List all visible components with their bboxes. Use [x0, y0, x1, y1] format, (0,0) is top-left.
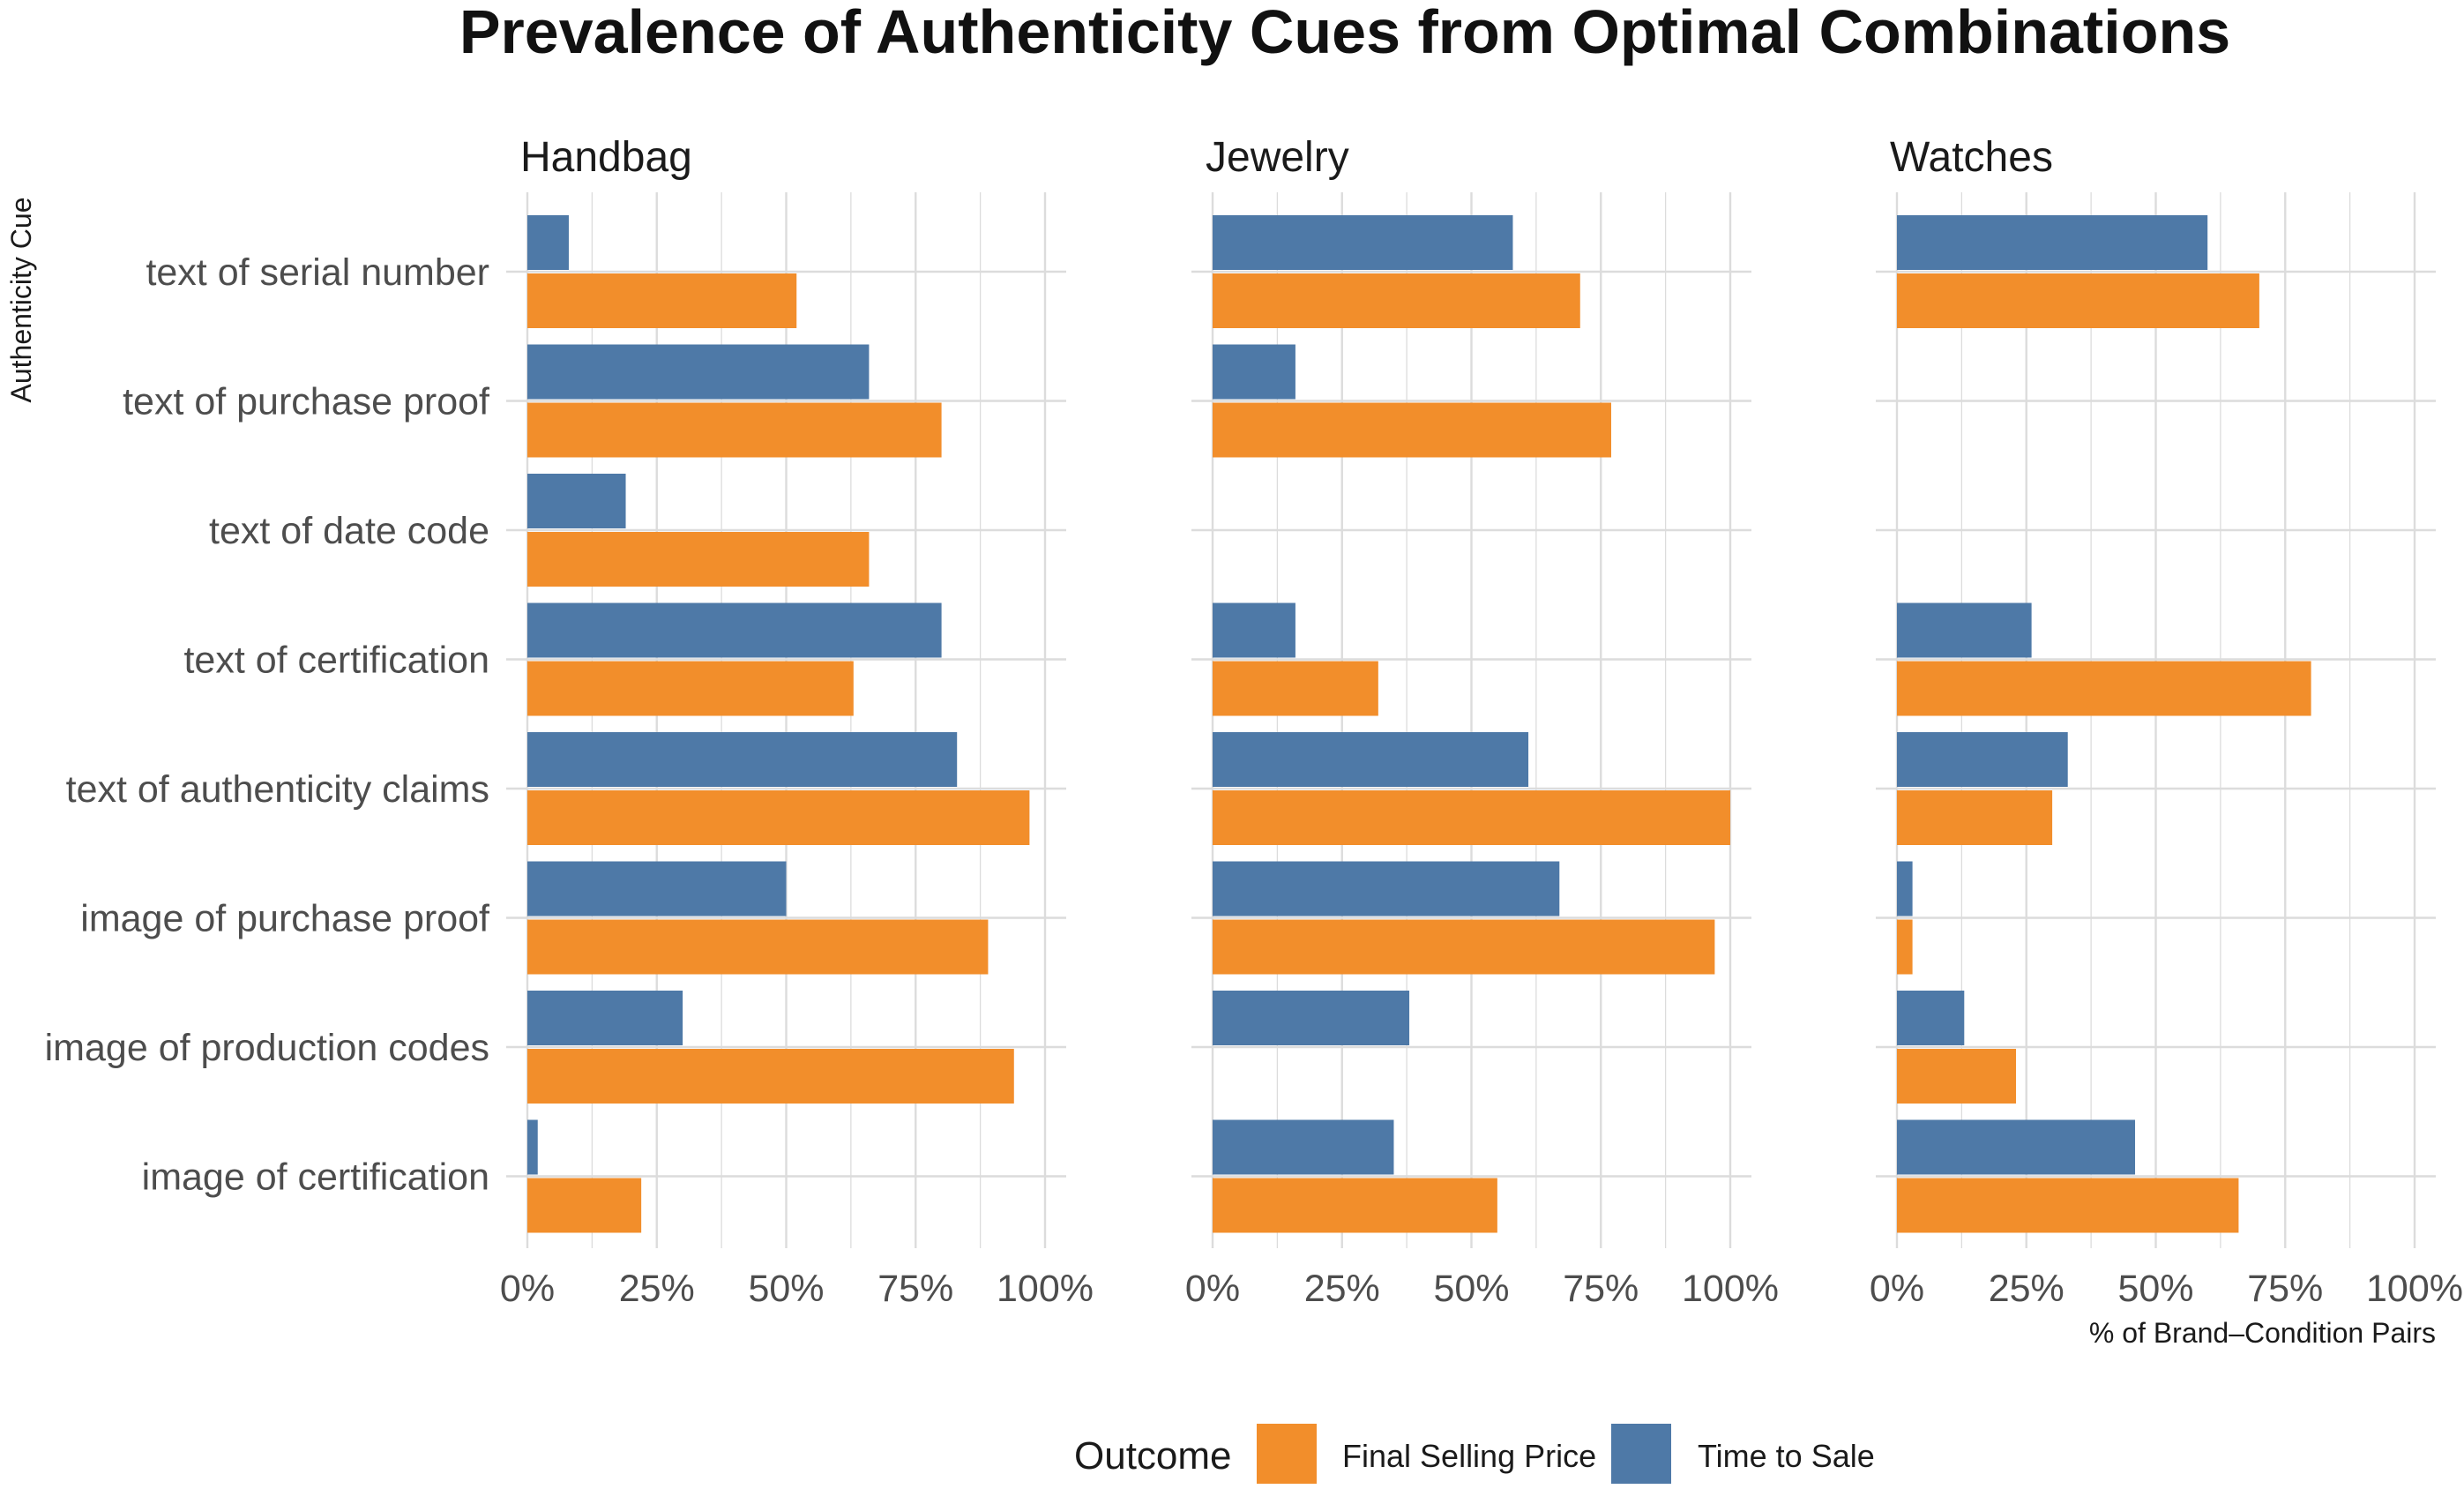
bar-jewelry-time-to-sale-4	[1213, 732, 1529, 787]
bar-handbag-time-to-sale-7	[527, 1119, 538, 1175]
x-tick-watches-2: 50%	[2117, 1268, 2193, 1310]
legend-key-final-selling-price	[1257, 1424, 1317, 1484]
legend-label-final-selling-price: Final Selling Price	[1342, 1438, 1596, 1474]
facet-label-jewelry: Jewelry	[1206, 134, 1349, 181]
x-tick-handbag-3: 75%	[877, 1268, 953, 1310]
y-axis-title: Authenticity Cue	[5, 197, 37, 402]
bar-handbag-time-to-sale-1	[527, 344, 870, 400]
x-tick-handbag-0: 0%	[500, 1268, 555, 1310]
x-tick-watches-0: 0%	[1870, 1268, 1924, 1310]
legend-label-time-to-sale: Time to Sale	[1698, 1438, 1875, 1474]
bar-handbag-final-selling-price-3	[527, 661, 854, 716]
x-tick-handbag-4: 100%	[997, 1268, 1094, 1310]
bar-handbag-final-selling-price-2	[527, 532, 870, 587]
bar-handbag-time-to-sale-5	[527, 861, 787, 917]
x-tick-watches-1: 25%	[1989, 1268, 2065, 1310]
legend-key-time-to-sale	[1611, 1424, 1671, 1484]
category-label-4: text of authenticity claims	[66, 768, 489, 811]
legend: Outcome Final Selling Price Time to Sale	[1074, 1424, 1875, 1484]
bar-watches-final-selling-price-7	[1897, 1178, 2239, 1233]
x-tick-jewelry-3: 75%	[1563, 1268, 1639, 1310]
labels-layer: Handbag 0% 25% 50% 75% 100% Jewelry 0% 25% 50% 75%…	[45, 134, 2463, 1310]
category-label-7: image of certification	[142, 1156, 489, 1199]
bar-handbag-final-selling-price-5	[527, 919, 989, 975]
category-label-6: image of production codes	[45, 1027, 489, 1069]
bar-watches-final-selling-price-6	[1897, 1049, 2017, 1104]
bar-jewelry-final-selling-price-5	[1213, 919, 1715, 975]
x-axis-title: % of Brand–Condition Pairs	[2089, 1317, 2436, 1349]
bar-jewelry-time-to-sale-0	[1213, 215, 1513, 270]
bar-jewelry-final-selling-price-4	[1213, 790, 1730, 845]
bar-handbag-final-selling-price-0	[527, 273, 797, 328]
bar-handbag-time-to-sale-2	[527, 474, 626, 528]
bar-watches-time-to-sale-5	[1897, 861, 1913, 917]
bar-watches-time-to-sale-6	[1897, 991, 1965, 1045]
bar-jewelry-final-selling-price-3	[1213, 661, 1378, 716]
x-tick-handbag-1: 25%	[619, 1268, 695, 1310]
bar-handbag-time-to-sale-4	[527, 732, 958, 787]
bar-handbag-final-selling-price-6	[527, 1049, 1014, 1104]
facet-label-watches: Watches	[1890, 134, 2053, 181]
bar-handbag-final-selling-price-7	[527, 1178, 642, 1233]
bar-jewelry-final-selling-price-1	[1213, 402, 1611, 458]
bar-jewelry-time-to-sale-5	[1213, 861, 1560, 917]
bar-watches-final-selling-price-3	[1897, 661, 2311, 716]
bar-handbag-time-to-sale-6	[527, 991, 683, 1045]
bar-jewelry-time-to-sale-6	[1213, 991, 1410, 1045]
bar-watches-time-to-sale-0	[1897, 215, 2208, 270]
bar-watches-time-to-sale-4	[1897, 732, 2068, 787]
bars-layer	[527, 215, 2311, 1233]
x-tick-watches-3: 75%	[2247, 1268, 2323, 1310]
bar-watches-final-selling-price-0	[1897, 273, 2259, 328]
x-tick-jewelry-0: 0%	[1185, 1268, 1240, 1310]
category-label-5: image of purchase proof	[80, 898, 490, 940]
bar-handbag-time-to-sale-3	[527, 602, 942, 658]
category-label-0: text of serial number	[146, 251, 489, 294]
x-tick-jewelry-2: 50%	[1433, 1268, 1509, 1310]
category-label-3: text of certification	[183, 640, 489, 682]
bar-watches-time-to-sale-3	[1897, 602, 2032, 658]
bar-watches-final-selling-price-4	[1897, 790, 2053, 845]
facet-label-handbag: Handbag	[520, 134, 692, 181]
bar-handbag-final-selling-price-1	[527, 402, 942, 458]
bar-handbag-time-to-sale-0	[527, 215, 569, 270]
bar-jewelry-final-selling-price-0	[1213, 273, 1580, 328]
bar-handbag-final-selling-price-4	[527, 790, 1030, 845]
bar-watches-final-selling-price-5	[1897, 919, 1913, 975]
x-tick-watches-4: 100%	[2366, 1268, 2463, 1310]
bar-jewelry-final-selling-price-7	[1213, 1178, 1497, 1233]
bar-jewelry-time-to-sale-7	[1213, 1119, 1394, 1175]
category-label-1: text of purchase proof	[123, 381, 490, 423]
legend-title: Outcome	[1074, 1434, 1232, 1478]
bar-jewelry-time-to-sale-3	[1213, 602, 1295, 658]
x-tick-jewelry-1: 25%	[1304, 1268, 1380, 1310]
chart-title: Prevalence of Authenticity Cues from Opt…	[459, 0, 2230, 66]
bar-watches-time-to-sale-7	[1897, 1119, 2136, 1175]
bar-jewelry-time-to-sale-1	[1213, 344, 1295, 400]
x-tick-jewelry-4: 100%	[1682, 1268, 1779, 1310]
category-label-2: text of date code	[209, 510, 489, 552]
x-tick-handbag-2: 50%	[748, 1268, 824, 1310]
